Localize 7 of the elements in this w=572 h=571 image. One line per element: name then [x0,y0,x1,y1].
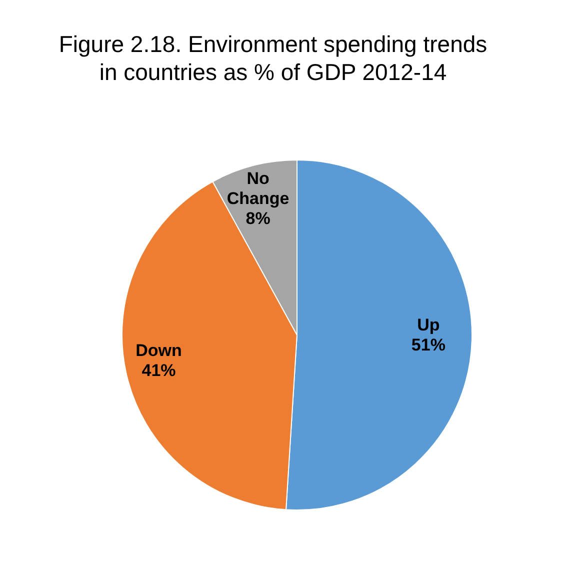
slice-label: Up [417,314,440,334]
data-label: 41% [142,360,176,380]
data-label: 8% [246,208,270,228]
chart-title: Figure 2.18. Environment spending trends in countries as % of GDP 2012-14 [58,30,488,86]
slice-label: Down [136,340,182,360]
slice-label: No Change [226,168,290,208]
data-label: 51% [411,334,446,354]
